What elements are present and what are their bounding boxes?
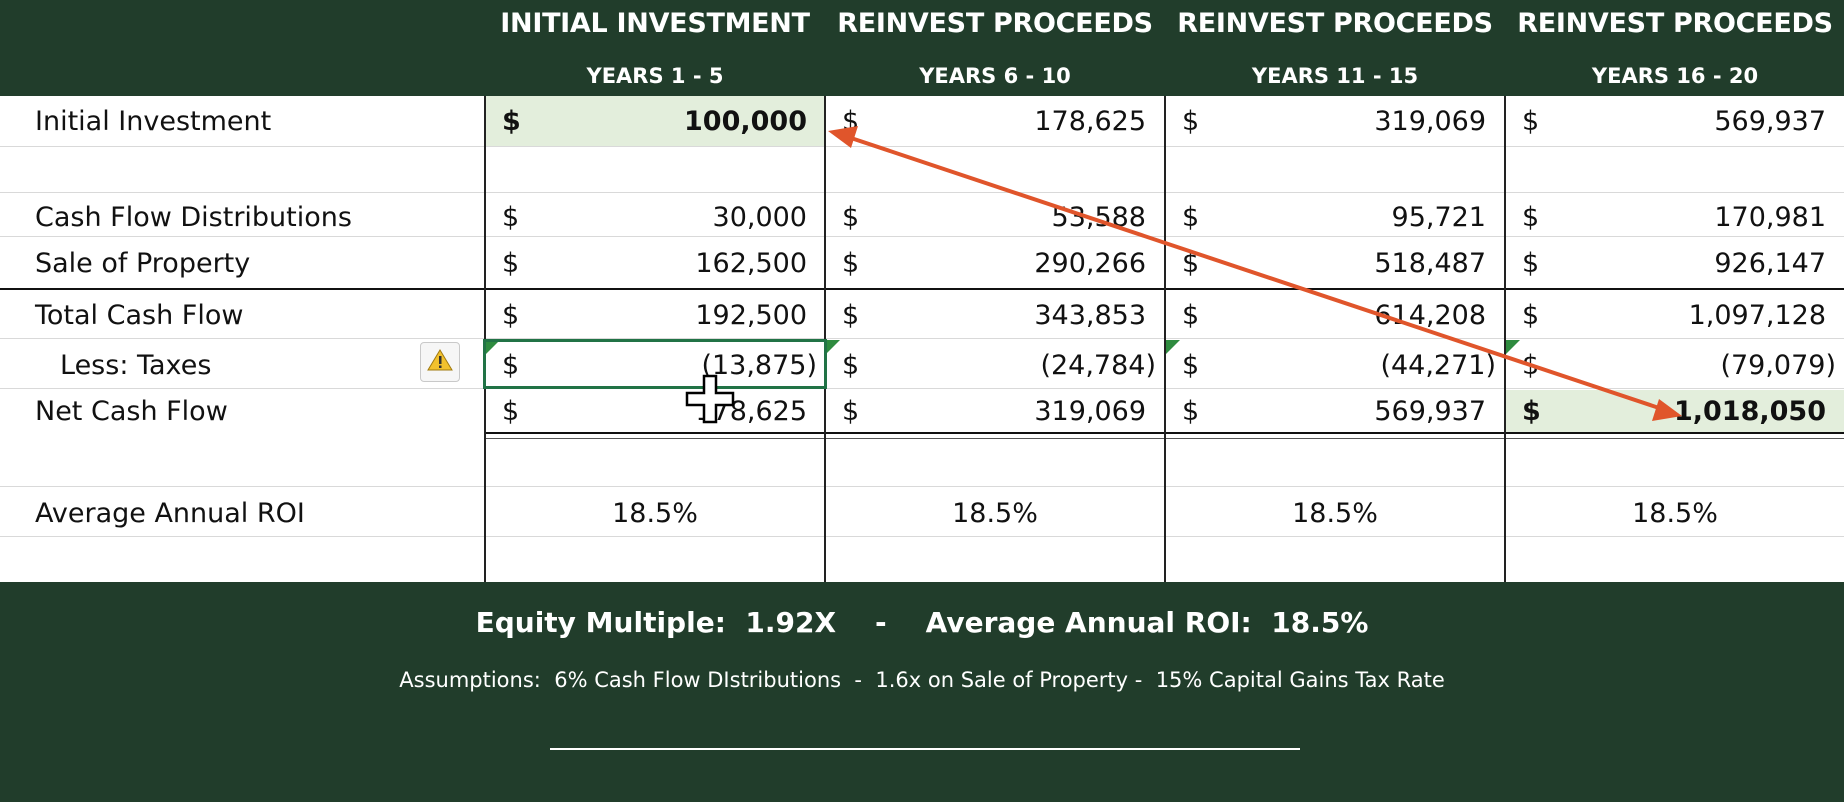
cell-comment-marker: [1166, 340, 1180, 354]
cell-taxes-2[interactable]: (24,784): [1040, 350, 1156, 381]
cell-comment-marker: [486, 340, 500, 354]
cell-taxes-4[interactable]: (79,079): [1720, 350, 1836, 381]
cell-sale-2[interactable]: 290,266: [1034, 248, 1146, 279]
row-label-sale: Sale of Property: [35, 248, 251, 279]
cell-net-4[interactable]: 1,018,050: [1673, 396, 1826, 427]
currency-symbol: $: [842, 300, 860, 331]
currency-symbol: $: [502, 248, 520, 279]
cell-cash-flow-4[interactable]: 170,981: [1714, 202, 1826, 233]
currency-symbol: $: [842, 396, 860, 427]
cell-net-1[interactable]: 178,625: [695, 396, 807, 427]
cell-roi-4[interactable]: 18.5%: [1632, 498, 1718, 529]
row-label-cash-flow: Cash Flow Distributions: [35, 202, 352, 233]
column-title-2: REINVEST PROCEEDS: [837, 8, 1153, 39]
cell-net-3[interactable]: 569,937: [1374, 396, 1486, 427]
cell-roi-3[interactable]: 18.5%: [1292, 498, 1378, 529]
currency-symbol: $: [502, 396, 520, 427]
currency-symbol: $: [1522, 248, 1540, 279]
currency-symbol: $: [1182, 396, 1200, 427]
cell-net-2[interactable]: 319,069: [1034, 396, 1146, 427]
column-subtitle-1: YEARS 1 - 5: [586, 64, 724, 88]
cell-sale-4[interactable]: 926,147: [1714, 248, 1826, 279]
cell-comment-marker: [826, 340, 840, 354]
currency-symbol: $: [842, 350, 860, 381]
cell-initial-investment-1[interactable]: 100,000: [684, 106, 807, 137]
currency-symbol: $: [842, 248, 860, 279]
currency-symbol: $: [1182, 106, 1200, 137]
currency-symbol: $: [1522, 396, 1541, 427]
signature-line: [550, 748, 1300, 750]
cell-initial-investment-2[interactable]: 178,625: [1034, 106, 1146, 137]
column-subtitle-4: YEARS 16 - 20: [1591, 64, 1759, 88]
currency-symbol: $: [1522, 350, 1540, 381]
currency-symbol: $: [1522, 106, 1540, 137]
cell-total-1[interactable]: 192,500: [695, 300, 807, 331]
column-subtitle-2: YEARS 6 - 10: [919, 64, 1071, 88]
column-title-3: REINVEST PROCEEDS: [1177, 8, 1493, 39]
currency-symbol: $: [1522, 300, 1540, 331]
currency-symbol: $: [1182, 350, 1200, 381]
selected-cell-outline[interactable]: [483, 339, 827, 389]
currency-symbol: $: [1182, 202, 1200, 233]
currency-symbol: $: [502, 300, 520, 331]
row-label-net: Net Cash Flow: [35, 396, 228, 427]
currency-symbol: $: [1522, 202, 1540, 233]
currency-symbol: $: [1182, 248, 1200, 279]
column-title-4: REINVEST PROCEEDS: [1517, 8, 1833, 39]
currency-symbol: $: [842, 106, 860, 137]
summary-band: Equity Multiple: 1.92X - Average Annual …: [0, 582, 1844, 802]
cell-cash-flow-2[interactable]: 53,588: [1051, 202, 1146, 233]
cell-cash-flow-3[interactable]: 95,721: [1391, 202, 1486, 233]
cell-initial-investment-4[interactable]: 569,937: [1714, 106, 1826, 137]
currency-symbol: $: [502, 350, 520, 381]
cell-taxes-3[interactable]: (44,271): [1380, 350, 1496, 381]
spreadsheet-grid: Initial Investment Cash Flow Distributio…: [0, 96, 1844, 582]
row-label-total: Total Cash Flow: [35, 300, 244, 331]
cell-total-3[interactable]: 614,208: [1374, 300, 1486, 331]
row-label-roi: Average Annual ROI: [35, 498, 305, 529]
cell-roi-2[interactable]: 18.5%: [952, 498, 1038, 529]
cell-sale-1[interactable]: 162,500: [695, 248, 807, 279]
cell-roi-1[interactable]: 18.5%: [612, 498, 698, 529]
assumptions-text: Assumptions: 6% Cash Flow DIstributions …: [399, 668, 1445, 692]
crosshair-cursor-icon: [685, 374, 735, 424]
warning-icon[interactable]: [420, 342, 460, 382]
cell-initial-investment-3[interactable]: 319,069: [1374, 106, 1486, 137]
highlight-initial-investment-cell: [485, 96, 825, 146]
total-separator-line: [0, 288, 1844, 290]
cell-total-2[interactable]: 343,853: [1034, 300, 1146, 331]
cell-total-4[interactable]: 1,097,128: [1688, 300, 1826, 331]
currency-symbol: $: [842, 202, 860, 233]
currency-symbol: $: [1182, 300, 1200, 331]
cell-comment-marker: [1506, 340, 1520, 354]
row-label-taxes: Less: Taxes: [60, 350, 212, 381]
cell-cash-flow-1[interactable]: 30,000: [712, 202, 807, 233]
summary-text: Equity Multiple: 1.92X - Average Annual …: [475, 606, 1369, 639]
currency-symbol: $: [502, 106, 521, 137]
currency-symbol: $: [502, 202, 520, 233]
cell-sale-3[interactable]: 518,487: [1374, 248, 1486, 279]
cell-taxes-1[interactable]: (13,875): [701, 350, 817, 381]
row-label-initial-investment: Initial Investment: [35, 106, 272, 137]
column-header-band: INITIAL INVESTMENT YEARS 1 - 5 REINVEST …: [0, 0, 1844, 96]
column-subtitle-3: YEARS 11 - 15: [1251, 64, 1419, 88]
column-title-1: INITIAL INVESTMENT: [500, 8, 810, 39]
